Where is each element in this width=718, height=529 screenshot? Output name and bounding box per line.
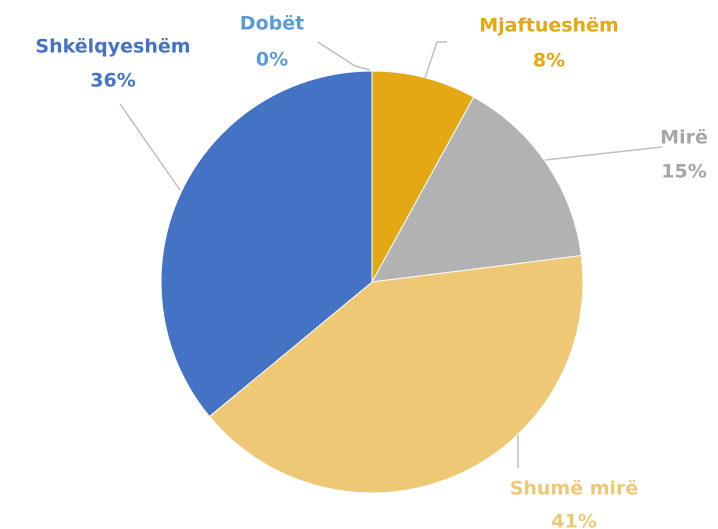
pie-slice (160, 70, 373, 418)
slice-label: Shumë mirë (510, 478, 639, 500)
slice-label: Shkëlqyeshëm (35, 36, 190, 58)
leader-line (119, 103, 181, 191)
leader-line (544, 146, 663, 161)
slice-value: 36% (90, 70, 135, 92)
slice-label: Dobët (240, 13, 304, 35)
slice-value: 0% (256, 49, 288, 71)
slice-value: 8% (533, 50, 565, 72)
slice-label: Mirë (660, 127, 708, 149)
leader-line (424, 41, 447, 79)
leader-line (317, 41, 371, 71)
slice-label: Mjaftueshëm (479, 15, 619, 37)
slice-value: 15% (661, 161, 706, 183)
pie-slice (371, 96, 582, 283)
slice-value: 41% (551, 511, 596, 529)
pie-slice (208, 254, 584, 494)
